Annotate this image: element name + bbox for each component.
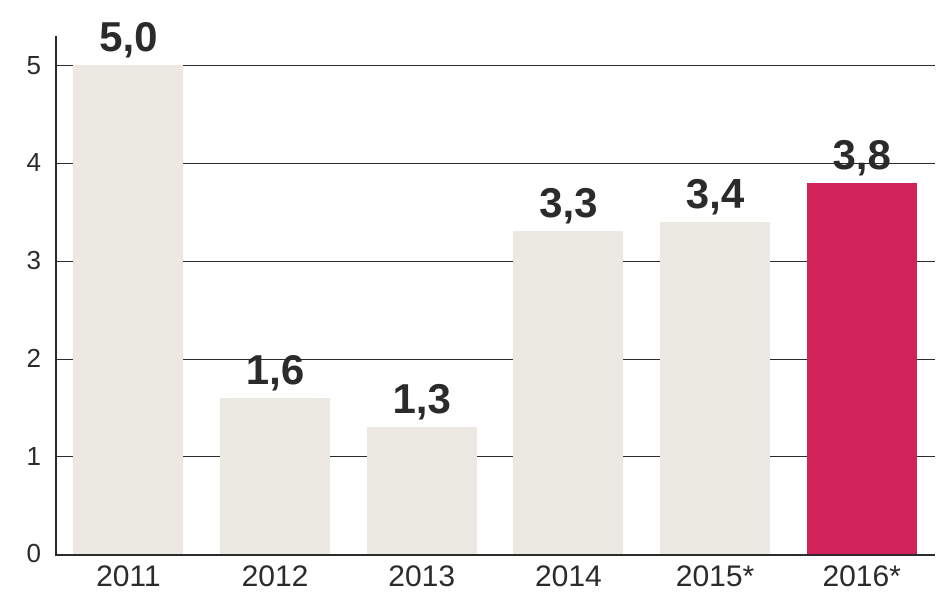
x-tick-label: 2012 bbox=[205, 560, 345, 594]
y-tick-label: 5 bbox=[0, 50, 41, 81]
gridline bbox=[55, 65, 935, 66]
y-axis bbox=[55, 36, 57, 554]
gridline bbox=[55, 554, 935, 556]
x-tick-label: 2011 bbox=[58, 560, 198, 594]
bar-chart: 0 1 2 3 4 5 20112012201320142015*2016* 5,0 1,6… bbox=[0, 0, 948, 593]
bar-value-label: 3,3 bbox=[508, 179, 628, 227]
x-tick-label: 2014 bbox=[498, 560, 638, 594]
x-tick-label: 2015* bbox=[645, 560, 785, 594]
bar-value-label: 3,8 bbox=[802, 131, 922, 179]
bar bbox=[367, 427, 477, 554]
y-tick-label: 4 bbox=[0, 147, 41, 178]
bar-value-label: 3,4 bbox=[655, 170, 775, 218]
bar bbox=[73, 65, 183, 554]
y-tick-label: 0 bbox=[0, 538, 41, 569]
x-tick-label: 2013 bbox=[352, 560, 492, 594]
gridline bbox=[55, 456, 935, 457]
y-tick-label: 1 bbox=[0, 441, 41, 472]
bar-value-label: 1,6 bbox=[215, 346, 335, 394]
gridline bbox=[55, 359, 935, 360]
plot-area bbox=[55, 36, 935, 554]
bar-value-label: 1,3 bbox=[362, 375, 482, 423]
bar bbox=[660, 222, 770, 554]
gridline bbox=[55, 261, 935, 262]
bar bbox=[807, 183, 917, 554]
x-tick-label: 2016* bbox=[792, 560, 932, 594]
bar bbox=[513, 231, 623, 554]
y-tick-label: 2 bbox=[0, 343, 41, 374]
y-tick-label: 3 bbox=[0, 245, 41, 276]
bar bbox=[220, 398, 330, 554]
bar-value-label: 5,0 bbox=[68, 13, 188, 61]
